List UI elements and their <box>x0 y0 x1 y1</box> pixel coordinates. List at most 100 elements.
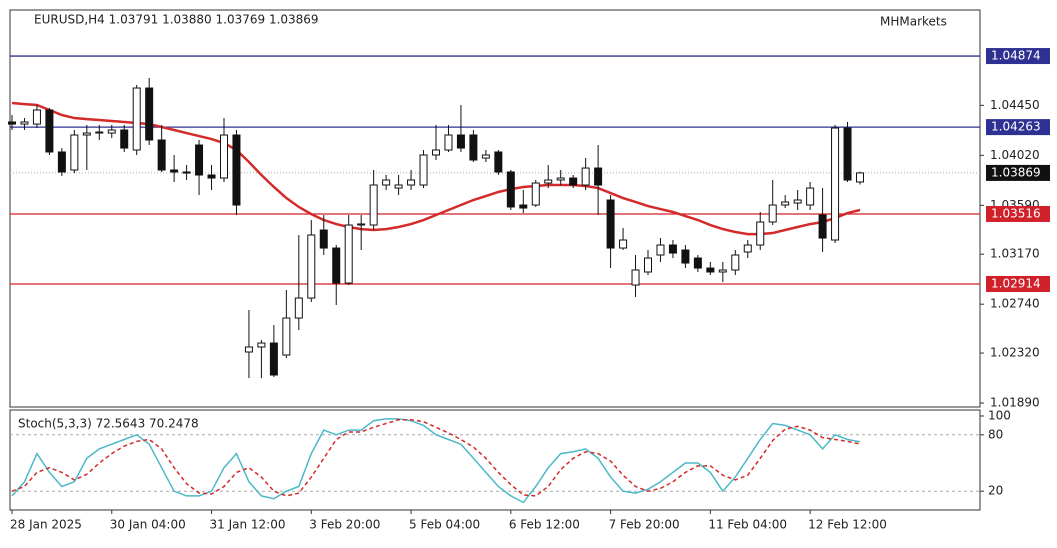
candle-body <box>444 134 453 151</box>
candle-body <box>494 151 503 173</box>
x-tick-label: 6 Feb 12:00 <box>509 518 580 532</box>
candle-body <box>706 267 715 273</box>
candle-body <box>369 184 378 226</box>
candle-body <box>394 184 403 189</box>
candle-body <box>357 223 366 226</box>
last-price-label: 1.03869 <box>991 165 1041 179</box>
candle-body <box>195 144 204 176</box>
candle-body <box>456 134 465 149</box>
level-label: 1.04874 <box>991 49 1041 63</box>
candle-body <box>319 229 328 249</box>
candle-body <box>269 342 278 376</box>
candle-body <box>232 134 241 206</box>
candle-body <box>668 244 677 254</box>
moving-average <box>11 101 861 236</box>
candle-body <box>793 199 802 204</box>
candle-body <box>407 179 416 186</box>
candle-body <box>681 249 690 264</box>
candle-body <box>57 151 66 173</box>
candle-body <box>544 179 553 184</box>
candle-body <box>619 239 628 249</box>
candle-body <box>170 169 179 173</box>
brand: MHMarkets <box>880 15 947 29</box>
candle-body <box>781 201 790 206</box>
candle-body <box>307 234 316 299</box>
candle-body <box>282 317 291 356</box>
candle-body <box>95 131 104 134</box>
candle-body <box>644 257 652 273</box>
y-tick-label: 80 <box>988 427 1003 441</box>
y-tick-label: 1.04450 <box>990 98 1040 112</box>
candle-body <box>107 129 116 134</box>
candle-body <box>8 121 16 125</box>
candle-body <box>344 224 353 284</box>
y-tick-label: 1.04020 <box>990 148 1040 162</box>
candle-body <box>145 87 154 141</box>
candle-body <box>207 174 216 179</box>
y-tick-label: 1.02740 <box>990 297 1040 311</box>
y-tick-label: 100 <box>988 409 1011 423</box>
stoch-title: Stoch(5,3,3) 72.5643 70.2478 <box>18 417 199 431</box>
candle-body <box>432 149 440 156</box>
candle-body <box>594 167 603 186</box>
x-tick-label: 11 Feb 04:00 <box>708 518 787 532</box>
candle-body <box>581 167 590 186</box>
candle-body <box>132 87 141 151</box>
candle-body <box>756 221 765 246</box>
candle-body <box>656 244 665 256</box>
level-label: 1.03516 <box>991 206 1041 220</box>
x-tick-label: 3 Feb 20:00 <box>309 518 380 532</box>
candle-body <box>818 214 827 239</box>
candle-body <box>506 171 515 208</box>
candle-body <box>32 109 41 125</box>
level-label-box <box>986 205 1050 222</box>
x-tick-label: 28 Jan 2025 <box>10 518 82 532</box>
level-label-box <box>986 48 1050 65</box>
candle-body <box>556 177 565 181</box>
candle-body <box>294 297 303 319</box>
y-tick-label: 1.01890 <box>990 396 1040 410</box>
x-tick-label: 5 Feb 04:00 <box>409 518 480 532</box>
level-label: 1.02914 <box>991 276 1041 290</box>
x-tick-label: 31 Jan 12:00 <box>210 518 286 532</box>
candle-body <box>20 121 29 125</box>
candle-body <box>157 139 166 171</box>
candle-body <box>531 182 540 206</box>
candle-body <box>569 177 578 186</box>
chart-title: EURUSD,H4 1.03791 1.03880 1.03769 1.0386… <box>34 13 319 27</box>
candle-body <box>631 269 640 286</box>
candle-body <box>519 204 528 209</box>
candle-body <box>693 257 702 269</box>
level-label-box <box>986 119 1050 136</box>
stoch-line <box>11 419 861 497</box>
candle-body <box>606 199 615 249</box>
candle-body <box>257 342 266 348</box>
y-tick-label: 20 <box>988 484 1003 498</box>
stoch-panel <box>9 409 981 511</box>
candle-body <box>244 346 253 353</box>
candle-body <box>731 254 740 271</box>
candle-body <box>843 127 852 181</box>
candle-body <box>70 134 79 171</box>
candle-body <box>856 172 864 183</box>
candle-body <box>718 269 727 273</box>
candle-body <box>419 154 428 186</box>
candle-body <box>469 134 478 161</box>
level-label-box <box>986 275 1050 292</box>
last-price-label-box <box>986 164 1050 181</box>
y-tick-label: 1.02320 <box>990 346 1040 360</box>
candle-body <box>82 132 91 136</box>
main-panel <box>9 9 981 408</box>
x-tick-label: 30 Jan 04:00 <box>110 518 186 532</box>
y-tick-label: 1.03170 <box>990 247 1040 261</box>
candle-body <box>120 129 129 149</box>
candle-body <box>182 171 191 174</box>
candle-body <box>45 109 54 153</box>
level-label: 1.04263 <box>991 120 1041 134</box>
candle-body <box>831 127 840 241</box>
x-tick-label: 12 Feb 12:00 <box>808 518 887 532</box>
candle-body <box>806 187 815 206</box>
candle-body <box>481 154 490 159</box>
candle-body <box>743 244 752 253</box>
candle-body <box>220 134 228 179</box>
